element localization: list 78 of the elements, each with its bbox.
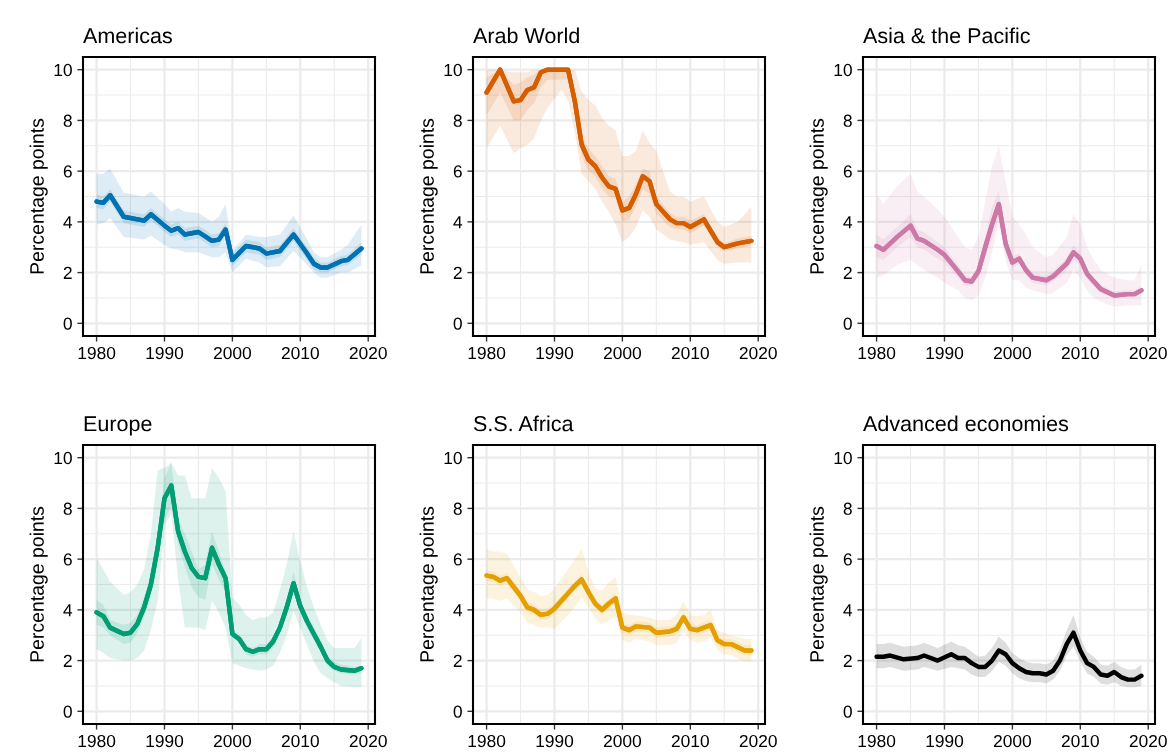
y-tick-label: 8 bbox=[843, 114, 852, 127]
y-tick-label: 4 bbox=[63, 604, 73, 617]
y-tick-label: 0 bbox=[453, 317, 462, 330]
y-axis-title: Percentage points bbox=[29, 506, 48, 662]
y-tick-label: 4 bbox=[453, 604, 463, 617]
y-axis-title: Percentage points bbox=[29, 118, 48, 274]
y-tick-label: 2 bbox=[63, 266, 72, 279]
y-axis-title: Percentage points bbox=[809, 118, 828, 274]
x-tick-label: 2010 bbox=[1061, 734, 1099, 748]
y-tick-label: 8 bbox=[63, 114, 72, 127]
y-tick-label: 6 bbox=[63, 165, 72, 178]
y-tick-label: 8 bbox=[453, 114, 462, 127]
y-tick-label: 10 bbox=[54, 63, 72, 77]
x-tick-label: 2010 bbox=[281, 346, 319, 360]
x-tick-label: 2010 bbox=[671, 734, 709, 748]
x-tick-label: 1980 bbox=[858, 734, 896, 748]
y-tick-label: 0 bbox=[63, 705, 72, 718]
y-tick-label: 6 bbox=[843, 553, 852, 566]
chart-title: Advanced economies bbox=[863, 415, 1069, 432]
y-tick-label: 0 bbox=[843, 705, 852, 718]
y-tick-label: 2 bbox=[453, 654, 462, 667]
y-tick-label: 4 bbox=[453, 216, 463, 229]
x-tick-label: 2020 bbox=[739, 346, 777, 360]
x-tick-label: 2000 bbox=[603, 346, 642, 360]
x-tick-label: 1980 bbox=[468, 734, 506, 748]
chart-title: Europe bbox=[84, 416, 152, 436]
x-tick-label: 1990 bbox=[926, 346, 964, 360]
y-tick-label: 8 bbox=[843, 502, 852, 515]
x-tick-label: 2000 bbox=[993, 734, 1032, 748]
y-tick-label: 2 bbox=[453, 266, 462, 279]
x-tick-label: 2020 bbox=[1129, 346, 1167, 360]
x-tick-label: 2000 bbox=[603, 734, 642, 748]
x-tick-label: 1990 bbox=[536, 734, 574, 748]
y-tick-label: 10 bbox=[834, 63, 852, 77]
x-tick-label: 2020 bbox=[739, 734, 777, 748]
y-tick-label: 0 bbox=[453, 705, 462, 718]
chart-title: S.S. Africa bbox=[473, 415, 574, 432]
y-tick-label: 6 bbox=[453, 165, 462, 178]
y-tick-label: 0 bbox=[63, 317, 72, 330]
y-tick-label: 6 bbox=[843, 165, 852, 178]
x-tick-label: 1990 bbox=[536, 346, 574, 360]
y-tick-label: 8 bbox=[453, 502, 462, 515]
x-tick-label: 1980 bbox=[78, 734, 116, 748]
x-tick-label: 2000 bbox=[993, 346, 1032, 360]
chart-title: Arab World bbox=[473, 27, 579, 44]
y-axis-title: Percentage points bbox=[419, 118, 438, 274]
chart-title: Americas bbox=[83, 27, 172, 44]
y-tick-label: 6 bbox=[63, 553, 72, 566]
y-tick-label: 2 bbox=[843, 266, 852, 279]
x-tick-label: 2010 bbox=[281, 734, 319, 748]
y-tick-label: 4 bbox=[63, 216, 73, 229]
x-tick-label: 1980 bbox=[78, 346, 116, 360]
x-tick-label: 2000 bbox=[213, 346, 252, 360]
y-tick-label: 10 bbox=[54, 451, 72, 465]
y-tick-label: 0 bbox=[843, 317, 852, 330]
y-tick-label: 2 bbox=[63, 654, 72, 667]
chart-title: Asia & the Pacific bbox=[863, 27, 1030, 44]
x-tick-label: 2020 bbox=[349, 734, 387, 748]
y-tick-label: 8 bbox=[63, 502, 72, 515]
x-tick-label: 2000 bbox=[213, 734, 252, 748]
y-tick-label: 10 bbox=[444, 63, 462, 77]
y-tick-label: 10 bbox=[834, 451, 852, 465]
x-tick-label: 1980 bbox=[468, 346, 506, 360]
x-tick-label: 1980 bbox=[858, 346, 896, 360]
y-axis-title: Percentage points bbox=[419, 506, 438, 662]
y-tick-label: 4 bbox=[843, 216, 853, 229]
y-tick-label: 2 bbox=[843, 654, 852, 667]
x-tick-label: 2020 bbox=[349, 346, 387, 360]
y-tick-label: 10 bbox=[444, 451, 462, 465]
y-tick-label: 4 bbox=[843, 604, 853, 617]
x-tick-label: 1990 bbox=[146, 346, 184, 360]
x-tick-label: 2020 bbox=[1129, 734, 1167, 748]
x-tick-label: 2010 bbox=[671, 346, 709, 360]
x-tick-label: 2010 bbox=[1061, 346, 1099, 360]
x-tick-label: 1990 bbox=[926, 734, 964, 748]
y-tick-label: 6 bbox=[453, 553, 462, 566]
y-axis-title: Percentage points bbox=[809, 506, 828, 662]
x-tick-label: 1990 bbox=[146, 734, 184, 748]
